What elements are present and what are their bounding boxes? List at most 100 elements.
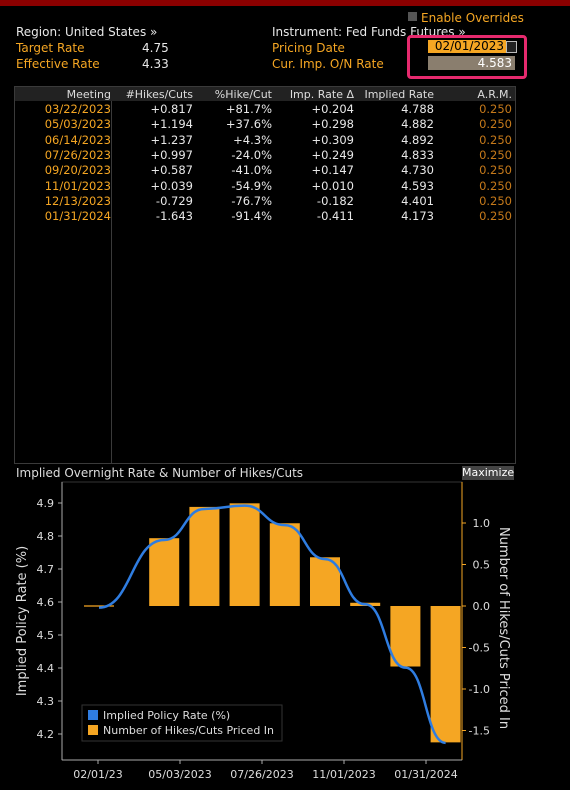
legend-swatch-rate bbox=[88, 710, 98, 720]
col-header-pct[interactable]: %Hike/Cut bbox=[214, 88, 272, 101]
cell-arm: 0.250 bbox=[479, 209, 512, 224]
table-row[interactable]: 11/01/2023 +0.039 -54.9% +0.010 4.593 0.250 bbox=[15, 179, 515, 194]
left-tick-label: 4.2 bbox=[37, 728, 55, 741]
table-row[interactable]: 06/14/2023 +1.237 +4.3% +0.309 4.892 0.250 bbox=[15, 133, 515, 148]
right-tick-label: 0.5 bbox=[473, 559, 491, 572]
x-tick-label: 11/01/2023 bbox=[312, 768, 375, 781]
cell-meeting: 01/31/2024 bbox=[44, 209, 111, 224]
target-rate-label: Target Rate bbox=[16, 41, 85, 55]
chart-title: Implied Overnight Rate & Number of Hikes… bbox=[16, 466, 304, 480]
cell-implied-rate: 4.882 bbox=[401, 117, 434, 132]
overrides-label: Enable Overrides bbox=[421, 11, 524, 25]
left-tick-label: 4.4 bbox=[37, 662, 55, 675]
legend-label-hikes: Number of Hikes/Cuts Priced In bbox=[103, 724, 274, 737]
right-tick-label: -1.0 bbox=[469, 683, 490, 696]
cell-rate-delta: +0.010 bbox=[311, 178, 354, 193]
cur-rate-label: Cur. Imp. O/N Rate bbox=[272, 57, 384, 71]
cell-hikes: +1.194 bbox=[150, 117, 193, 132]
col-header-hikes[interactable]: #Hikes/Cuts bbox=[125, 88, 193, 101]
left-tick-label: 4.9 bbox=[37, 497, 55, 510]
cell-implied-rate: 4.173 bbox=[401, 209, 434, 224]
cell-meeting: 12/13/2023 bbox=[44, 193, 111, 208]
legend-swatch-hikes bbox=[88, 725, 98, 735]
bar bbox=[390, 606, 421, 667]
col-header-rate-delta[interactable]: Imp. Rate Δ bbox=[289, 88, 354, 101]
cell-implied-rate: 4.788 bbox=[401, 102, 434, 116]
column-divider bbox=[111, 101, 112, 463]
table-row[interactable]: 09/20/2023 +0.587 -41.0% +0.147 4.730 0.250 bbox=[15, 163, 515, 178]
cell-pct: +4.3% bbox=[233, 132, 272, 147]
bar bbox=[269, 523, 300, 606]
annotation-highlight-box bbox=[407, 35, 527, 79]
cell-pct: +81.7% bbox=[225, 102, 272, 116]
legend-box bbox=[81, 704, 283, 742]
cell-meeting: 05/03/2023 bbox=[44, 117, 111, 132]
implied-rate-line bbox=[98, 504, 446, 745]
right-tick-label: 0.0 bbox=[473, 600, 491, 613]
cell-pct: +37.6% bbox=[225, 117, 272, 132]
cell-arm: 0.250 bbox=[479, 132, 512, 147]
cell-pct: -24.0% bbox=[231, 147, 272, 162]
bar bbox=[229, 503, 260, 606]
right-tick-label: 1.0 bbox=[473, 517, 491, 530]
cell-pct: -91.4% bbox=[231, 209, 272, 224]
table-row[interactable]: 07/26/2023 +0.997 -24.0% +0.249 4.833 0.250 bbox=[15, 148, 515, 163]
cell-pct: -54.9% bbox=[231, 178, 272, 193]
cell-pct: -41.0% bbox=[231, 163, 272, 178]
col-header-implied-rate[interactable]: Implied Rate bbox=[364, 88, 434, 101]
region-selector[interactable]: Region: United States » bbox=[16, 25, 158, 39]
maximize-button[interactable]: Maximize bbox=[462, 466, 515, 480]
cell-meeting: 09/20/2023 bbox=[44, 163, 111, 178]
table-row[interactable]: 03/22/2023 +0.817 +81.7% +0.204 4.788 0.250 bbox=[15, 102, 515, 117]
effective-rate-label: Effective Rate bbox=[16, 57, 100, 71]
cell-arm: 0.250 bbox=[479, 163, 512, 178]
cell-rate-delta: +0.204 bbox=[311, 102, 354, 116]
target-rate-value: 4.75 bbox=[142, 41, 169, 55]
cell-hikes: +0.587 bbox=[150, 163, 193, 178]
table-row[interactable]: 12/13/2023 -0.729 -76.7% -0.182 4.401 0.250 bbox=[15, 194, 515, 209]
cell-rate-delta: +0.309 bbox=[311, 132, 354, 147]
bar bbox=[149, 538, 180, 606]
left-tick-label: 4.6 bbox=[37, 596, 55, 609]
table-row[interactable]: 01/31/2024 -1.643 -91.4% -0.411 4.173 0.250 bbox=[15, 209, 515, 224]
cell-hikes: +0.039 bbox=[150, 178, 193, 193]
cell-hikes: -0.729 bbox=[155, 193, 193, 208]
cell-hikes: -1.643 bbox=[155, 209, 193, 224]
cell-rate-delta: +0.147 bbox=[311, 163, 354, 178]
col-header-meeting[interactable]: Meeting bbox=[66, 88, 111, 101]
cell-implied-rate: 4.401 bbox=[401, 193, 434, 208]
table-row[interactable]: 05/03/2023 +1.194 +37.6% +0.298 4.882 0.250 bbox=[15, 117, 515, 132]
bar bbox=[430, 606, 461, 743]
cell-meeting: 03/22/2023 bbox=[44, 102, 111, 116]
cell-hikes: +0.817 bbox=[150, 102, 193, 116]
table-header bbox=[15, 87, 515, 101]
pricing-date-label: Pricing Date bbox=[272, 41, 345, 55]
x-tick-label: 01/31/2024 bbox=[394, 768, 457, 781]
x-tick-label: 05/03/2023 bbox=[148, 768, 211, 781]
left-tick-label: 4.7 bbox=[37, 563, 55, 576]
right-tick-label: -1.5 bbox=[469, 725, 490, 738]
cell-rate-delta: -0.182 bbox=[316, 193, 354, 208]
cell-arm: 0.250 bbox=[479, 117, 512, 132]
top-bar bbox=[0, 0, 570, 6]
cell-rate-delta: +0.249 bbox=[311, 147, 354, 162]
col-header-arm[interactable]: A.R.M. bbox=[477, 88, 512, 101]
calendar-icon[interactable] bbox=[506, 41, 517, 53]
cell-hikes: +0.997 bbox=[150, 147, 193, 162]
cell-implied-rate: 4.833 bbox=[401, 147, 434, 162]
right-tick-label: -0.5 bbox=[469, 642, 490, 655]
cell-hikes: +1.237 bbox=[150, 132, 193, 147]
cur-rate-field[interactable]: 4.583 bbox=[428, 56, 515, 70]
pricing-date-field[interactable]: 02/01/2023 bbox=[428, 40, 506, 53]
cell-implied-rate: 4.730 bbox=[401, 163, 434, 178]
cell-meeting: 06/14/2023 bbox=[44, 132, 111, 147]
cell-meeting: 11/01/2023 bbox=[44, 178, 111, 193]
legend-label-rate: Implied Policy Rate (%) bbox=[103, 709, 230, 722]
left-axis-title: Implied Policy Rate (%) bbox=[15, 546, 30, 696]
left-tick-label: 4.3 bbox=[37, 695, 55, 708]
cell-arm: 0.250 bbox=[479, 193, 512, 208]
right-axis-title: Number of Hikes/Cuts Priced In bbox=[496, 527, 511, 729]
overrides-checkbox[interactable] bbox=[408, 12, 417, 21]
cell-rate-delta: -0.411 bbox=[316, 209, 354, 224]
